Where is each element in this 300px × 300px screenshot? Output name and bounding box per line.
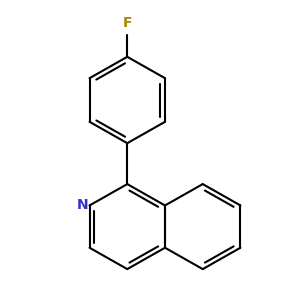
Text: F: F	[122, 16, 132, 30]
Text: N: N	[77, 199, 88, 212]
